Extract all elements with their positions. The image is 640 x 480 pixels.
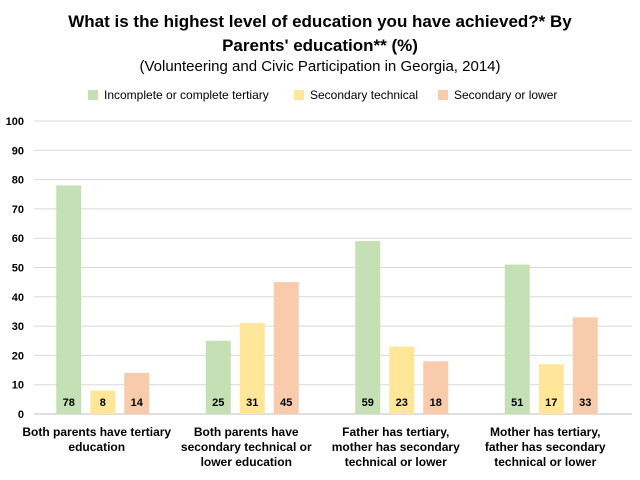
bar-tertiary bbox=[205, 340, 231, 414]
y-tick-label: 10 bbox=[12, 380, 24, 392]
legend-item-secondary-technical: Secondary technical bbox=[294, 88, 418, 102]
y-tick-label: 50 bbox=[12, 263, 24, 275]
y-tick-label: 0 bbox=[18, 409, 24, 421]
x-category-label: Both parents have bbox=[194, 425, 299, 439]
data-label-secondary-technical: 8 bbox=[100, 397, 106, 409]
data-label-secondary-lower: 14 bbox=[131, 397, 144, 409]
data-label-tertiary: 78 bbox=[63, 397, 75, 409]
legend-swatch-secondary-technical bbox=[294, 90, 304, 100]
data-label-secondary-lower: 18 bbox=[430, 397, 442, 409]
bar-secondary-technical bbox=[389, 346, 415, 414]
legend-label-tertiary: Incomplete or complete tertiary bbox=[104, 88, 269, 102]
x-category-label: technical or lower bbox=[345, 455, 447, 469]
chart-title-line-1: What is the highest level of education y… bbox=[68, 12, 572, 31]
y-tick-label: 20 bbox=[12, 350, 24, 362]
data-label-secondary-lower: 33 bbox=[579, 397, 591, 409]
y-tick-label: 70 bbox=[12, 204, 24, 216]
x-category-label: father has secondary bbox=[485, 440, 606, 454]
data-label-tertiary: 59 bbox=[362, 397, 374, 409]
bar-tertiary bbox=[504, 264, 530, 414]
bar-secondary-technical bbox=[538, 364, 564, 414]
legend-item-tertiary: Incomplete or complete tertiary bbox=[88, 88, 269, 102]
legend-swatch-secondary-lower bbox=[438, 90, 448, 100]
x-category-label: Mother has tertiary, bbox=[490, 425, 600, 439]
x-category-label: Both parents have tertiary bbox=[22, 425, 171, 439]
data-label-secondary-lower: 45 bbox=[280, 397, 292, 409]
data-label-secondary-technical: 17 bbox=[545, 397, 557, 409]
legend-label-secondary-lower: Secondary or lower bbox=[454, 88, 558, 102]
data-label-tertiary: 25 bbox=[212, 397, 224, 409]
y-tick-label: 40 bbox=[12, 292, 24, 304]
x-category-label: Father has tertiary, bbox=[342, 425, 449, 439]
x-category-label: secondary technical or bbox=[181, 440, 312, 454]
bar-secondary-technical bbox=[239, 323, 265, 414]
bar-secondary-lower bbox=[273, 282, 299, 414]
data-label-tertiary: 51 bbox=[511, 397, 523, 409]
bar-secondary-lower bbox=[423, 361, 449, 414]
y-tick-label: 80 bbox=[12, 175, 24, 187]
bar-secondary-lower bbox=[124, 372, 150, 414]
bar-tertiary bbox=[56, 185, 82, 414]
y-tick-label: 90 bbox=[12, 145, 24, 157]
bar-secondary-lower bbox=[572, 317, 598, 414]
x-category-label: mother has secondary bbox=[332, 440, 460, 454]
x-category-label: technical or lower bbox=[494, 455, 596, 469]
bar-tertiary bbox=[355, 241, 381, 414]
data-label-secondary-technical: 23 bbox=[396, 397, 408, 409]
legend-item-secondary-lower: Secondary or lower bbox=[438, 88, 557, 102]
chart-title-line-2: Parents' education** (%) bbox=[222, 36, 418, 55]
y-tick-label: 30 bbox=[12, 321, 24, 333]
data-label-secondary-technical: 31 bbox=[246, 397, 258, 409]
y-tick-label: 100 bbox=[6, 116, 24, 128]
legend-swatch-tertiary bbox=[88, 90, 98, 100]
y-tick-label: 60 bbox=[12, 233, 24, 245]
x-category-label: lower education bbox=[201, 455, 292, 469]
legend-label-secondary-technical: Secondary technical bbox=[310, 88, 419, 102]
x-category-label: education bbox=[68, 440, 125, 454]
bar-secondary-technical bbox=[90, 390, 116, 414]
legend: Incomplete or complete tertiary Secondar… bbox=[0, 88, 640, 106]
chart-subtitle: (Volunteering and Civic Participation in… bbox=[139, 58, 501, 75]
